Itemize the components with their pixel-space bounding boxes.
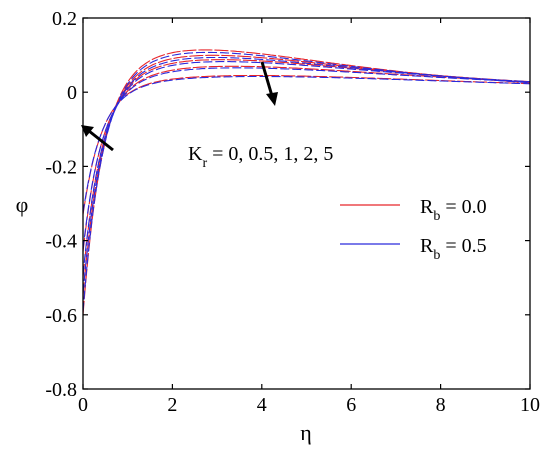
curve-rb05-kr2 bbox=[82, 67, 531, 250]
legend-label-rb0: Rb = 0.0 bbox=[420, 196, 487, 224]
ticks-layer: 0 2 4 6 8 10 -0.8 -0.6 -0.4 -0.2 0 0.2 bbox=[45, 8, 540, 416]
arrow-kr-left bbox=[81, 125, 114, 152]
curve-rb05-kr0 bbox=[82, 51, 531, 312]
y-tick-label: -0.2 bbox=[45, 156, 77, 178]
x-axis-label: η bbox=[300, 420, 312, 445]
curve-rb05-kr05 bbox=[82, 56, 531, 294]
kr-values: = 0, 0.5, 1, 2, 5 bbox=[207, 143, 333, 165]
y-axis-label: φ bbox=[16, 192, 29, 217]
curve-rb0-kr0 bbox=[82, 49, 531, 315]
curve-rb05-kr1 bbox=[82, 61, 531, 275]
x-tick-label: 8 bbox=[436, 394, 446, 416]
curve-rb0-kr5 bbox=[82, 74, 531, 215]
legend-label-rb05: Rb = 0.5 bbox=[420, 235, 487, 263]
curves-layer bbox=[82, 49, 531, 315]
x-tick-label: 4 bbox=[257, 394, 267, 416]
x-tick-label: 10 bbox=[520, 394, 540, 416]
y-tick-label: -0.4 bbox=[45, 231, 77, 253]
curve-rb0-kr05 bbox=[82, 54, 531, 297]
kr-annotation: Kr = 0, 0.5, 1, 2, 5 bbox=[188, 143, 333, 171]
kr-base: K bbox=[188, 143, 203, 165]
kr-sub: r bbox=[202, 156, 207, 171]
curve-rb05-kr5 bbox=[82, 75, 531, 213]
legend: Rb = 0.0 Rb = 0.5 bbox=[340, 196, 487, 263]
arrow-kr-down bbox=[260, 61, 278, 106]
x-tick-label: 6 bbox=[346, 394, 356, 416]
x-tick-label: 0 bbox=[78, 394, 88, 416]
plot-frame bbox=[82, 17, 531, 390]
x-tick-label: 2 bbox=[167, 394, 177, 416]
y-tick-label: -0.8 bbox=[45, 379, 77, 401]
y-tick-label: 0 bbox=[67, 82, 77, 104]
y-tick-label: 0.2 bbox=[52, 8, 77, 30]
y-tick-label: -0.6 bbox=[45, 305, 77, 327]
